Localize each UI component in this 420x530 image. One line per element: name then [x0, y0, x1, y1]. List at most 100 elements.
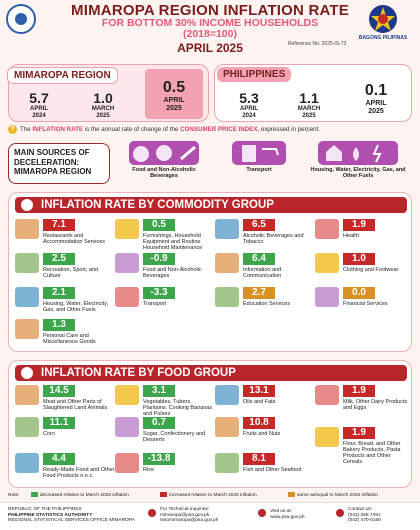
card-label-year: 2025	[96, 112, 110, 119]
legend-item-decreased: decreased relative to March 2025 inflati…	[30, 492, 129, 498]
footer-org-line: REGIONAL STATISTICAL SERVICES OFFICE MIM…	[8, 518, 135, 524]
legend-swatch	[288, 492, 296, 497]
card-label-year: 2024	[242, 112, 256, 119]
commodity-item-icon	[215, 287, 239, 307]
source-item-food: Food and Non-Alcoholic Beverages	[118, 141, 210, 179]
page-title: MIMAROPA REGION INFLATION RATE	[71, 2, 349, 19]
food-icon	[129, 141, 199, 165]
commodity-item-label: Health	[343, 233, 359, 239]
food-item-icon	[115, 453, 139, 473]
footer-phone[interactable]: (043) 288 7491	[348, 512, 381, 518]
commodity-item-label: Information and Communication	[243, 267, 282, 279]
bagong-pilipinas-label: BAGONG PILIPINAS	[358, 35, 408, 41]
footer-org-line: PHILIPPINE STATISTICS AUTHORITY	[8, 512, 93, 518]
food-item-value: 14.5	[43, 385, 75, 397]
food-item-value: 10.8	[243, 417, 275, 429]
footer-website-link[interactable]: www.psa.gov.ph	[270, 514, 305, 520]
subtitle-line-2: (2018=100)	[182, 28, 237, 40]
commodity-item-value: 0.5	[143, 219, 175, 231]
food-item-value: 8.1	[243, 453, 275, 465]
commodity-item-icon	[315, 219, 339, 239]
food-item-label: Meat and Other Parts of Slaughtered Land…	[43, 399, 108, 411]
food-item-label: Oils and Fats	[243, 399, 276, 405]
card-label-month: APRIL	[30, 106, 48, 112]
food-item-icon	[115, 417, 139, 437]
food-item-label: Fish and Other Seafood	[243, 467, 302, 473]
commodity-item-icon	[115, 253, 139, 273]
card-label-year: 2024	[32, 112, 46, 119]
commodity-item-label: Restaurants and Accommodation Services	[43, 233, 106, 245]
source-label: Food and Non-Alcoholic Beverages	[132, 167, 196, 179]
commodity-item-value: 7.1	[43, 219, 75, 231]
food-item-label: Ready-Made Food and Other Food Products …	[43, 467, 115, 479]
mimaropa-panel: MIMAROPA REGION 5.7 APRIL 2024 1.0 MARCH…	[7, 64, 209, 122]
fuel-icon	[232, 141, 286, 165]
card-value: 5.7	[29, 90, 49, 106]
food-item-icon	[215, 417, 239, 437]
commodity-item-value: -3.3	[143, 287, 175, 299]
card-label-month: MARCH	[91, 106, 115, 112]
footer: REPUBLIC OF THE PHILIPPINES PHILIPPINE S…	[0, 502, 420, 530]
commodity-item-icon	[15, 287, 39, 307]
food-section-title: INFLATION RATE BY FOOD GROUP	[15, 365, 407, 381]
food-item-value: 1.9	[343, 427, 375, 439]
footer-email[interactable]: mimaropa@psa.gov.ph	[160, 512, 210, 518]
legend-label: increased relative to March 2025 inflati…	[169, 492, 257, 498]
food-item-label: Corn	[43, 431, 55, 437]
philippines-tag: PHILIPPINES	[217, 67, 292, 82]
food-item-label: Milk, Other Dairy Products and Eggs	[343, 399, 408, 411]
commodity-item-label: Alcoholic Beverages and Tobacco	[243, 233, 304, 245]
commodity-item-icon	[15, 319, 39, 339]
ph-card-apr-2024: 5.3 APRIL 2024	[223, 87, 275, 119]
legend-swatch	[30, 492, 38, 497]
bagong-pilipinas-logo	[369, 5, 397, 33]
globe-icon	[258, 509, 266, 517]
sources-title: MAIN SOURCES OF DECELERATION: MIMAROPA R…	[8, 143, 110, 184]
psa-logo	[6, 4, 36, 34]
commodity-item-value: 2.1	[43, 287, 75, 299]
food-item-icon	[15, 385, 39, 405]
card-label-month: MARCH	[297, 106, 321, 112]
footer-email[interactable]: rssomimaropa@psa.gov.ph	[160, 518, 219, 524]
bullet-icon	[21, 367, 33, 379]
commodity-item-label: Furnishings, Household Equipment and Rou…	[143, 233, 203, 251]
footer-org: REPUBLIC OF THE PHILIPPINES PHILIPPINE S…	[8, 507, 138, 524]
food-item-icon	[115, 385, 139, 405]
source-label: Housing, Water, Electricity, Gas, and Ot…	[310, 167, 406, 179]
food-title-text: INFLATION RATE BY FOOD GROUP	[41, 367, 236, 379]
card-label-year: 2025	[368, 108, 384, 115]
footer-visit-label: Visit us at:	[270, 509, 293, 514]
legend-note: Note:	[8, 492, 20, 498]
commodity-item-label: Recreation, Sport, and Culture	[43, 267, 99, 279]
ph-card-mar-2025: 1.1 MARCH 2025	[283, 87, 335, 119]
definition-term-2: CONSUMER PRICE INDEX	[180, 126, 258, 134]
footer-org-line: REPUBLIC OF THE PHILIPPINES	[8, 507, 82, 512]
food-item-icon	[215, 453, 239, 473]
food-item-label: Flour, Bread, and Other Bakery Products,…	[343, 441, 401, 465]
food-item-value: 3.1	[143, 385, 175, 397]
source-item-transport: Transport	[218, 141, 300, 173]
commodity-section: INFLATION RATE BY COMMODITY GROUP 7.1 Res…	[8, 192, 412, 352]
food-item-value: 11.1	[43, 417, 75, 429]
phone-icon	[336, 509, 344, 517]
definition-term: INFLATION RATE	[32, 126, 84, 134]
commodity-item-value: 6.5	[243, 219, 275, 231]
commodity-item-value: 2.7	[243, 287, 275, 299]
footer-contact: Contact us: (043) 288 7491 (043) 470-016…	[348, 507, 414, 524]
commodity-section-title: INFLATION RATE BY COMMODITY GROUP	[15, 197, 407, 213]
commodity-item-label: Food and Non-Alcoholic Beverages	[143, 267, 202, 279]
commodity-item-icon	[115, 219, 139, 239]
question-icon: ?	[8, 125, 17, 134]
definition-mid: is the annual rate of change of the	[84, 126, 179, 134]
commodity-item-label: Clothing and Footwear	[343, 267, 399, 273]
footer-phone[interactable]: (043) 470-0168	[348, 518, 381, 524]
card-label-month: APRIL	[240, 106, 258, 112]
card-value: 5.3	[239, 90, 259, 106]
commodity-item-value: 1.3	[43, 319, 75, 331]
reference-number: Reference No. 2025-IS-73	[288, 41, 347, 47]
card-label-month: APRIL	[365, 100, 387, 107]
card-label-year: 2025	[166, 105, 182, 112]
legend-item-increased: increased relative to March 2025 inflati…	[160, 492, 257, 498]
commodity-item-icon	[15, 219, 39, 239]
source-item-housing: Housing, Water, Electricity, Gas, and Ot…	[308, 141, 408, 179]
